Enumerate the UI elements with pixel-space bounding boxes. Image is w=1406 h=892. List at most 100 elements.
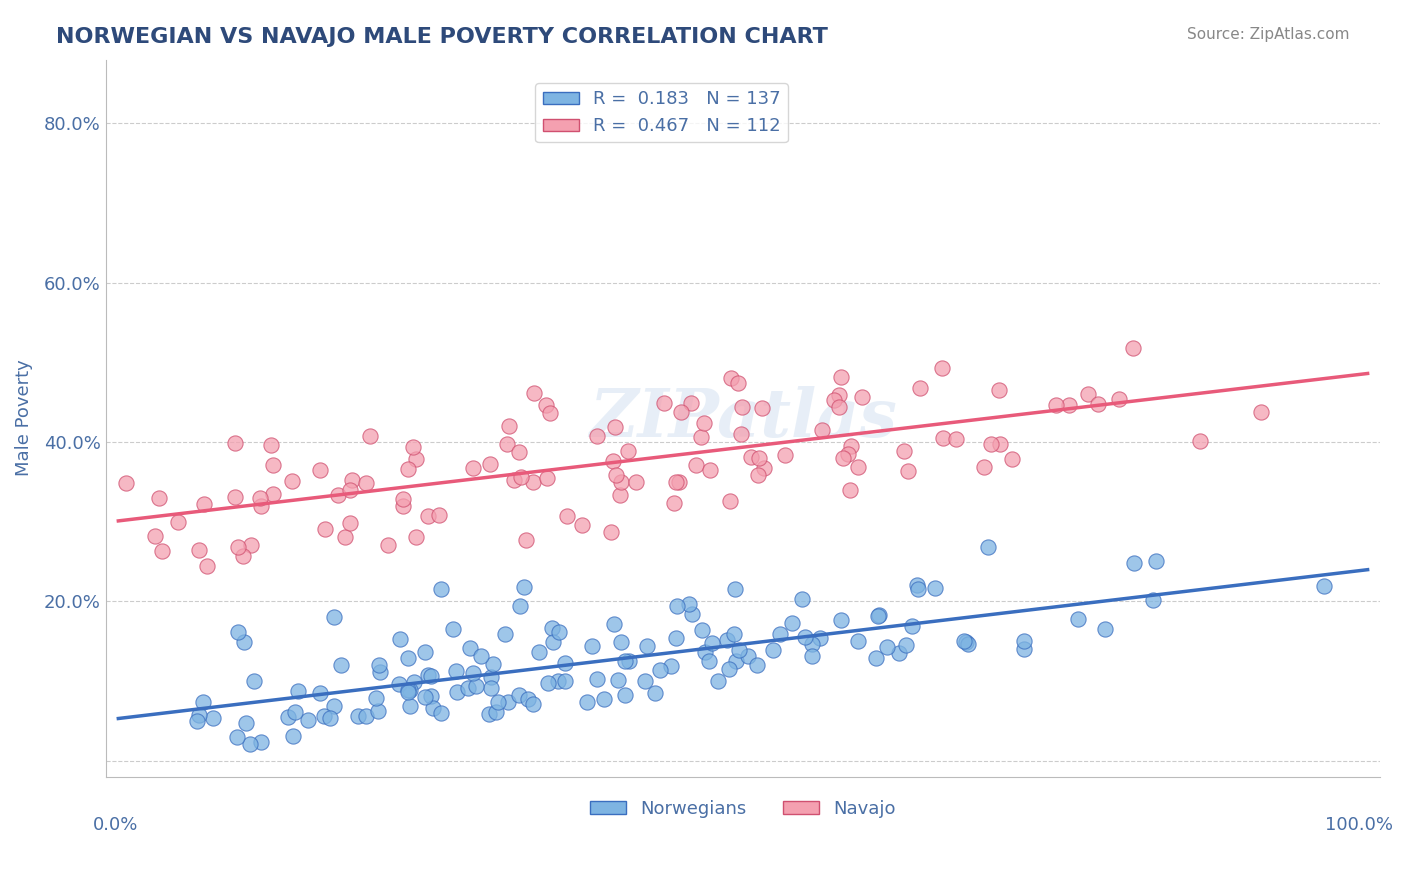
- Point: [458, 641, 481, 656]
- Point: [249, 491, 271, 505]
- Point: [988, 437, 1011, 451]
- Point: [728, 643, 751, 657]
- Point: [717, 662, 740, 676]
- Point: [876, 640, 898, 654]
- Point: [1077, 387, 1099, 401]
- Point: [839, 483, 862, 497]
- Point: [416, 508, 439, 523]
- Point: [354, 708, 377, 723]
- Point: [723, 627, 745, 641]
- Point: [602, 454, 624, 468]
- Point: [287, 684, 309, 698]
- Point: [554, 656, 576, 670]
- Point: [690, 623, 713, 637]
- Point: [648, 663, 671, 677]
- Point: [329, 658, 352, 673]
- Point: [1122, 341, 1144, 355]
- Point: [614, 654, 637, 668]
- Point: [541, 621, 564, 635]
- Point: [515, 533, 537, 547]
- Point: [420, 669, 443, 683]
- Point: [115, 475, 138, 490]
- Point: [554, 674, 576, 689]
- Point: [494, 627, 516, 641]
- Point: [548, 624, 571, 639]
- Point: [669, 405, 692, 419]
- Point: [396, 650, 419, 665]
- Point: [586, 672, 609, 686]
- Point: [195, 559, 218, 574]
- Point: [599, 525, 621, 540]
- Point: [534, 398, 557, 412]
- Point: [224, 435, 246, 450]
- Point: [232, 549, 254, 564]
- Point: [727, 376, 749, 391]
- Point: [1313, 579, 1336, 593]
- Point: [527, 645, 550, 659]
- Point: [893, 444, 915, 458]
- Point: [846, 634, 869, 648]
- Point: [800, 637, 823, 651]
- Point: [523, 386, 546, 401]
- Point: [1057, 398, 1080, 412]
- Point: [413, 645, 436, 659]
- Point: [402, 674, 425, 689]
- Point: [461, 665, 484, 680]
- Point: [391, 500, 413, 514]
- Point: [522, 697, 544, 711]
- Point: [368, 665, 391, 680]
- Point: [693, 416, 716, 430]
- Point: [1094, 622, 1116, 636]
- Text: 100.0%: 100.0%: [1324, 816, 1393, 834]
- Point: [429, 508, 451, 522]
- Point: [980, 437, 1002, 451]
- Point: [201, 710, 224, 724]
- Point: [516, 692, 538, 706]
- Point: [388, 677, 411, 691]
- Point: [773, 448, 796, 462]
- Point: [610, 475, 633, 489]
- Text: NORWEGIAN VS NAVAJO MALE POVERTY CORRELATION CHART: NORWEGIAN VS NAVAJO MALE POVERTY CORRELA…: [56, 27, 828, 46]
- Point: [148, 491, 170, 505]
- Point: [1144, 554, 1167, 568]
- Point: [513, 580, 536, 594]
- Point: [392, 491, 415, 506]
- Point: [841, 439, 863, 453]
- Point: [718, 493, 741, 508]
- Point: [333, 530, 356, 544]
- Point: [413, 690, 436, 704]
- Point: [1142, 592, 1164, 607]
- Point: [312, 708, 335, 723]
- Point: [811, 423, 834, 437]
- Point: [402, 441, 425, 455]
- Point: [143, 528, 166, 542]
- Point: [690, 430, 713, 444]
- Point: [679, 396, 702, 410]
- Point: [737, 648, 759, 663]
- Point: [326, 488, 349, 502]
- Point: [457, 681, 479, 695]
- Point: [429, 582, 451, 596]
- Text: Source: ZipAtlas.com: Source: ZipAtlas.com: [1187, 27, 1350, 42]
- Point: [910, 381, 932, 395]
- Point: [262, 458, 284, 472]
- Point: [522, 475, 544, 489]
- Point: [571, 517, 593, 532]
- Point: [399, 699, 422, 714]
- Point: [716, 633, 738, 648]
- Point: [240, 538, 263, 552]
- Point: [226, 731, 249, 745]
- Point: [751, 401, 773, 415]
- Point: [603, 616, 626, 631]
- Point: [547, 674, 569, 689]
- Point: [624, 475, 647, 489]
- Point: [678, 597, 700, 611]
- Point: [277, 710, 299, 724]
- Point: [446, 685, 468, 699]
- Point: [416, 668, 439, 682]
- Point: [422, 701, 444, 715]
- Point: [697, 654, 720, 668]
- Point: [1001, 452, 1024, 467]
- Point: [1067, 612, 1090, 626]
- Point: [1108, 392, 1130, 406]
